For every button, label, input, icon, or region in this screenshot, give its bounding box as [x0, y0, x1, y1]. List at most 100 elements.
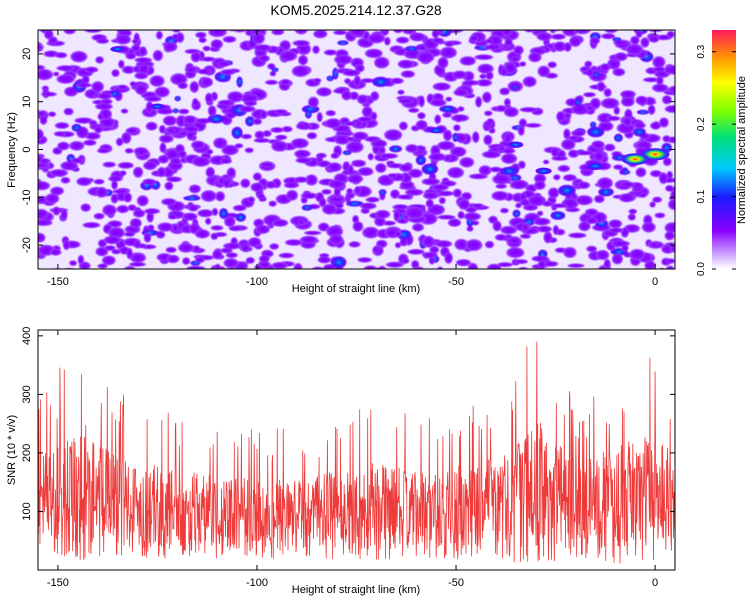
heatmap-cell [184, 66, 198, 73]
heatmap-cell [483, 134, 493, 146]
heatmap-cell [504, 133, 511, 144]
heatmap-cell [644, 260, 656, 269]
heatmap-hot-spot [428, 127, 444, 134]
heatmap-cell [77, 254, 85, 265]
heatmap-hot-spot [150, 103, 165, 110]
heatmap-cell [408, 168, 423, 178]
heatmap-cell [244, 147, 254, 153]
heatmap-cell [252, 32, 265, 45]
heatmap-cell [205, 166, 215, 178]
heatmap-cell [142, 178, 157, 186]
heatmap-cell [363, 265, 378, 269]
heatmap-cell [497, 262, 514, 268]
heatmap-cell [666, 30, 675, 38]
heatmap-cell [194, 30, 201, 31]
heatmap-cell [674, 208, 675, 212]
heatmap-cell [517, 266, 529, 269]
heatmap-cell [504, 62, 517, 74]
heatmap-cell [547, 61, 557, 69]
heatmap-cell [485, 38, 494, 44]
heatmap-cell [210, 225, 224, 231]
heatmap-cell [656, 76, 664, 85]
heatmap-cell [533, 217, 551, 226]
heatmap-cell [93, 213, 105, 220]
heatmap-cell [453, 124, 461, 132]
heatmap-cell [587, 126, 605, 138]
heatmap-cell [567, 263, 585, 268]
heatmap-cell [161, 198, 177, 206]
heatmap-cell [71, 123, 82, 132]
heatmap-cell [614, 133, 623, 142]
heatmap-cell [328, 195, 345, 203]
snr-x-tick-label: 0 [652, 577, 658, 589]
heatmap-cell [240, 93, 259, 104]
heatmap-cell [500, 225, 518, 235]
heatmap-cell [437, 214, 456, 220]
heatmap-cell [428, 152, 447, 162]
heatmap-cell [124, 231, 136, 237]
heatmap-cell [291, 65, 310, 77]
heatmap-cell [154, 86, 170, 98]
heatmap-cell [550, 203, 568, 208]
heatmap-cell [537, 210, 544, 216]
heatmap-cell [501, 30, 513, 37]
heatmap-cell [367, 153, 374, 161]
heatmap-cell [271, 219, 289, 227]
heatmap-cell [254, 130, 265, 140]
heatmap-cell [258, 54, 270, 63]
heatmap-cell [551, 146, 559, 158]
heatmap-cell [163, 41, 178, 52]
heatmap-cell [662, 157, 672, 166]
heatmap-cell [143, 232, 152, 243]
heatmap-cell [95, 56, 104, 64]
heatmap-cell [262, 130, 272, 137]
heatmap-cell [38, 232, 46, 243]
heatmap-cell [593, 151, 605, 162]
heatmap-cell [387, 173, 398, 179]
heatmap-cell [421, 163, 439, 175]
heatmap-cell [167, 214, 178, 220]
heatmap-cell [243, 100, 258, 106]
heatmap-cell [620, 90, 636, 99]
heatmap-cell [461, 192, 472, 201]
heatmap-cell [357, 167, 374, 176]
heatmap-cell [405, 144, 419, 153]
heatmap-cell [247, 196, 255, 203]
heatmap-cell [133, 147, 149, 156]
heatmap-cell [232, 204, 247, 212]
heatmap-cell [110, 193, 119, 204]
heatmap-cell [662, 135, 671, 143]
heatmap-cell [91, 81, 104, 93]
heatmap-cell [258, 255, 270, 263]
heatmap-cell [210, 39, 223, 50]
heatmap-cell [372, 245, 380, 254]
heatmap-cell [423, 191, 439, 200]
heatmap-cell [292, 40, 310, 47]
heatmap-cell [597, 265, 609, 269]
heatmap-cell [455, 133, 467, 144]
heatmap-cell [564, 113, 572, 118]
heatmap-cell [437, 190, 455, 197]
heatmap-cell [571, 129, 586, 137]
heatmap-cell [669, 242, 675, 253]
heatmap-cell [650, 170, 662, 178]
heatmap-cell [574, 98, 582, 107]
heatmap-cell [385, 261, 404, 268]
heatmap-cell [121, 65, 136, 74]
heatmap-cell [116, 84, 129, 90]
heatmap-cell [52, 206, 61, 216]
heatmap-cell [515, 202, 522, 209]
heatmap-cell [590, 121, 597, 128]
heatmap-cell [670, 190, 675, 199]
heatmap-cell [346, 136, 355, 142]
heatmap-cell [170, 73, 188, 86]
heatmap-cell [333, 186, 341, 198]
heatmap-cell [571, 103, 591, 115]
heatmap-cell [415, 120, 428, 130]
heatmap-cell [210, 232, 219, 240]
heatmap-cell [265, 181, 277, 189]
heatmap-cell [614, 52, 628, 62]
heatmap-cell [56, 74, 75, 84]
heatmap-cell [342, 69, 361, 77]
